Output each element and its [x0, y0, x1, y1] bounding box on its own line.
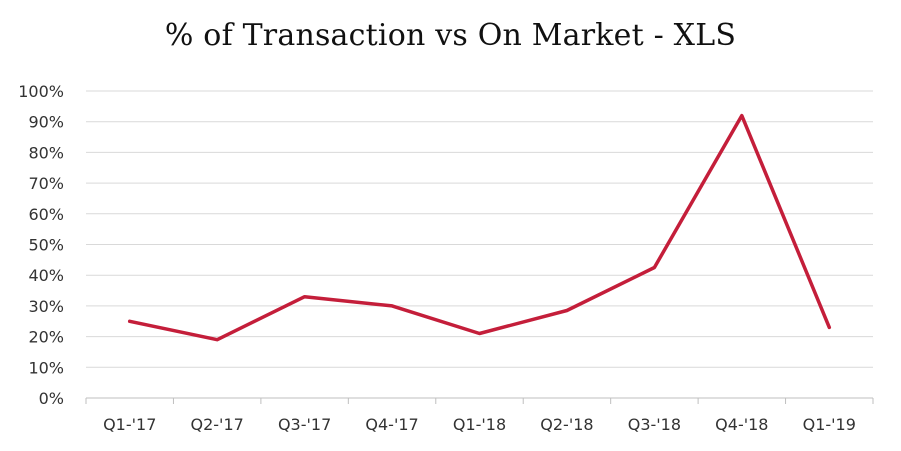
y-tick-label: 30% [28, 297, 64, 316]
x-axis: Q1-'17 Q2-'17 Q3-'17 Q4-'17 Q1-'18 Q2-'18 Q3-'… [85, 398, 874, 434]
y-tick-label: 20% [28, 328, 64, 347]
y-tick-label: 100% [18, 82, 64, 101]
data-point [478, 332, 482, 336]
y-tick-label: 40% [28, 266, 64, 285]
x-tick-label: Q2-'18 [540, 415, 593, 434]
data-point [215, 338, 219, 342]
y-axis: 0% 10% 20% 30% 40% 50% 60% 70% 80% 90% 100% [18, 82, 64, 408]
x-tick-label: Q1-'18 [453, 415, 506, 434]
data-point [128, 319, 132, 323]
x-tick-label: Q2-'17 [191, 415, 244, 434]
y-tick-label: 60% [28, 205, 64, 224]
y-tick-label: 70% [28, 174, 64, 193]
chart-title: % of Transaction vs On Market - XLS [164, 18, 737, 53]
x-tick-label: Q1-'17 [103, 415, 156, 434]
y-tick-label: 80% [28, 143, 64, 162]
data-point [565, 309, 569, 313]
series-line [127, 113, 832, 342]
data-point [652, 266, 656, 270]
x-tick-label: Q1-'19 [803, 415, 856, 434]
y-tick-label: 10% [28, 358, 64, 377]
x-tick-label: Q3-'18 [628, 415, 681, 434]
data-point [303, 295, 307, 299]
data-point [827, 325, 831, 329]
y-tick-label: 50% [28, 236, 64, 255]
x-tick-label: Q4-'17 [365, 415, 418, 434]
data-point [740, 114, 744, 118]
x-tick-label: Q4-'18 [715, 415, 768, 434]
y-tick-label: 90% [28, 113, 64, 132]
gridlines [86, 90, 873, 399]
series-group [127, 113, 832, 342]
x-tick-label: Q3-'17 [278, 415, 331, 434]
y-tick-label: 0% [39, 389, 64, 408]
data-point [390, 304, 394, 308]
